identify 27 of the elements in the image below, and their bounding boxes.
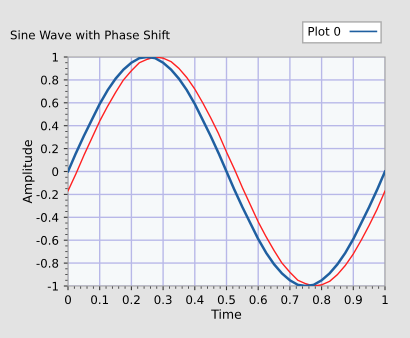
y-tick-label: 1 [52,52,58,62]
x-axis-title: Time [211,309,242,319]
x-tick-label: 0.1 [91,295,108,304]
y-tick-label: -0.6 [36,236,58,245]
x-tick-label: 0.4 [186,295,204,304]
legend-label: Plot 0 [308,26,340,36]
x-tick-label: 0.9 [344,295,362,304]
x-tick-label: 0.7 [281,295,298,304]
y-tick-label: 0.6 [40,98,58,108]
line-series [68,57,385,286]
x-tick-label: 0.6 [250,295,267,304]
x-tick-label: 0.3 [154,295,172,304]
x-tick-label: 0.2 [122,295,140,304]
y-tick-label: -0.2 [36,190,58,200]
y-tick-label: 0.2 [40,144,58,154]
chart-title: Sine Wave with Phase Shift [10,30,170,40]
x-tick-label: 0.5 [218,295,235,304]
y-tick-label: -0.4 [36,213,58,222]
y-tick-label: -0.8 [36,258,58,268]
x-tick-label: 0 [65,295,71,304]
y-tick-label: -1 [48,282,58,290]
y-tick-label: 0 [52,167,58,176]
y-axis-title: Amplitude [22,140,35,204]
y-tick-label: 0.8 [40,76,58,85]
y-tick-label: 0.4 [40,121,58,130]
x-tick-label: 0.8 [312,295,330,304]
x-tick-label: 1 [382,295,388,304]
